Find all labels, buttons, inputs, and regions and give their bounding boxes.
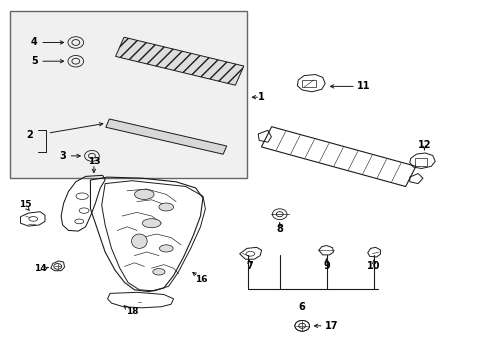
Polygon shape: [115, 37, 244, 85]
Text: 11: 11: [356, 81, 370, 91]
Ellipse shape: [159, 203, 173, 211]
Text: 7: 7: [245, 261, 252, 271]
Text: 2: 2: [26, 130, 33, 140]
Polygon shape: [105, 119, 226, 154]
Text: 10: 10: [366, 261, 380, 271]
Ellipse shape: [142, 219, 161, 228]
Text: 4: 4: [31, 37, 38, 48]
Text: 16: 16: [195, 275, 207, 284]
Text: 14: 14: [34, 264, 47, 273]
Text: 6: 6: [298, 302, 305, 312]
Ellipse shape: [134, 189, 154, 199]
Ellipse shape: [152, 269, 165, 275]
Text: 18: 18: [125, 307, 138, 316]
Text: 12: 12: [417, 140, 430, 150]
Text: 17: 17: [325, 321, 338, 331]
Ellipse shape: [159, 245, 173, 252]
Text: 8: 8: [276, 224, 283, 234]
FancyBboxPatch shape: [10, 11, 246, 178]
Text: 15: 15: [19, 200, 32, 209]
Text: 3: 3: [59, 151, 66, 161]
Text: 5: 5: [31, 56, 38, 66]
Text: 1: 1: [258, 92, 264, 102]
Text: 13: 13: [87, 157, 100, 166]
Ellipse shape: [131, 234, 147, 248]
Text: 9: 9: [323, 261, 329, 271]
